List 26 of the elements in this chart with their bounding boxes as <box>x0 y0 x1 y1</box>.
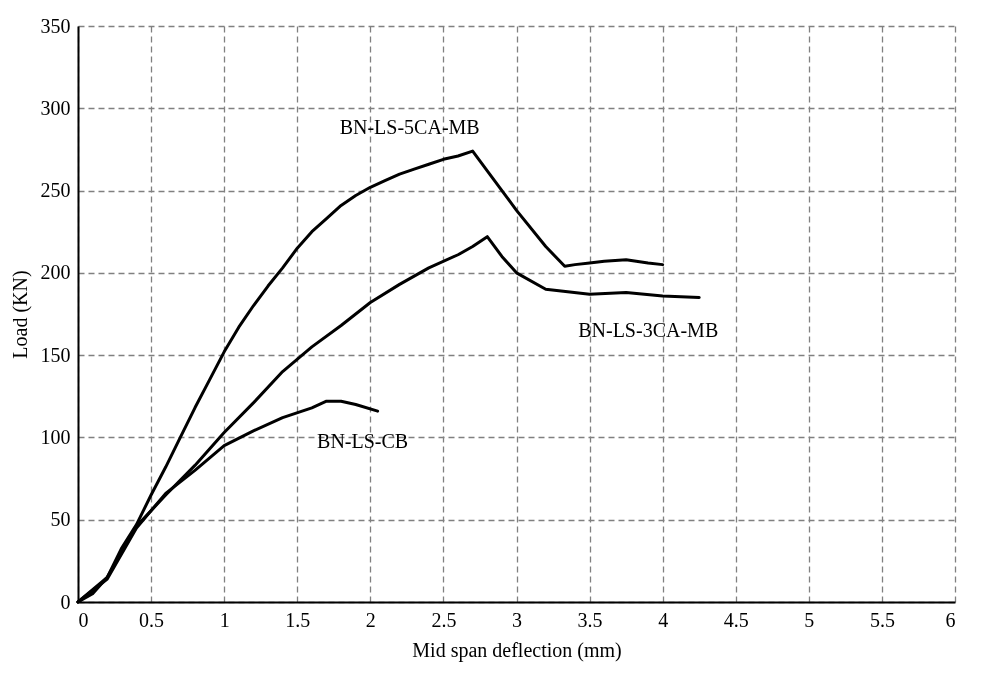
series-label: BN-LS-CB <box>317 430 409 453</box>
x-tick-label: 2 <box>365 608 376 631</box>
x-tick-label: 6 <box>945 608 956 631</box>
x-tick-label: 0 <box>78 608 89 631</box>
x-tick-label: 4 <box>658 608 669 631</box>
y-tick-label: 150 <box>40 343 71 366</box>
y-tick-label: 50 <box>50 508 71 531</box>
series-label: BN-LS-3CA-MB <box>578 318 719 341</box>
series-label: BN-LS-5CA-MB <box>339 115 480 138</box>
x-tick-label: 3 <box>512 608 522 631</box>
x-axis-title: Mid span deflection (mm) <box>412 638 622 662</box>
x-tick-label: 4.5 <box>723 608 749 631</box>
y-tick-label: 300 <box>40 96 71 119</box>
x-tick-label: 5 <box>804 608 815 631</box>
x-tick-label: 0.5 <box>139 608 165 631</box>
x-tick-label: 1.5 <box>285 608 311 631</box>
y-tick-label: 0 <box>60 590 71 613</box>
y-axis-title: Load (KN) <box>8 270 32 359</box>
y-tick-label: 200 <box>40 261 71 284</box>
y-tick-label: 100 <box>40 425 71 448</box>
x-tick-label: 2.5 <box>431 608 457 631</box>
y-tick-label: 350 <box>40 14 71 37</box>
x-tick-label: 3.5 <box>577 608 603 631</box>
y-tick-label: 250 <box>40 179 71 202</box>
x-tick-label: 1 <box>219 608 230 631</box>
x-tick-label: 5.5 <box>869 608 895 631</box>
